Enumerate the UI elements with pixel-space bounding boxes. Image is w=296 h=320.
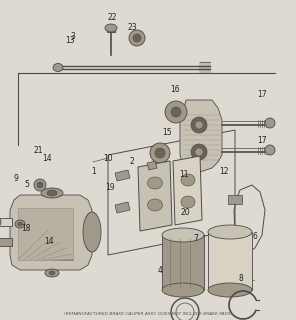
Bar — [0, 218, 12, 226]
Ellipse shape — [41, 188, 63, 198]
Ellipse shape — [83, 212, 101, 252]
Bar — [226, 228, 238, 236]
Circle shape — [195, 121, 203, 129]
Polygon shape — [115, 170, 130, 181]
Bar — [0, 238, 12, 246]
Bar — [162, 235, 204, 290]
Bar — [228, 195, 242, 204]
Text: 14: 14 — [44, 237, 54, 246]
Ellipse shape — [208, 283, 252, 297]
Text: 4: 4 — [157, 266, 162, 275]
Bar — [18, 208, 73, 260]
Text: 3: 3 — [70, 32, 75, 41]
Polygon shape — [147, 161, 157, 170]
Bar — [208, 232, 252, 290]
Text: 19: 19 — [105, 183, 114, 192]
Text: 7: 7 — [193, 234, 198, 243]
Ellipse shape — [17, 222, 22, 226]
Ellipse shape — [0, 218, 1, 226]
Circle shape — [155, 148, 165, 158]
Ellipse shape — [49, 271, 55, 275]
Polygon shape — [138, 161, 172, 231]
Circle shape — [165, 101, 187, 123]
Polygon shape — [180, 100, 222, 172]
Circle shape — [37, 182, 43, 188]
Text: 8: 8 — [239, 274, 244, 283]
Ellipse shape — [181, 174, 195, 186]
Ellipse shape — [181, 196, 195, 208]
Text: 23: 23 — [128, 23, 137, 32]
Ellipse shape — [15, 220, 25, 228]
Circle shape — [195, 148, 203, 156]
Circle shape — [191, 117, 207, 133]
Ellipse shape — [105, 24, 117, 32]
Text: 13: 13 — [66, 36, 75, 44]
Ellipse shape — [147, 199, 163, 211]
Text: 2: 2 — [129, 157, 134, 166]
Polygon shape — [107, 28, 115, 32]
Ellipse shape — [47, 190, 57, 196]
Text: 22: 22 — [108, 13, 117, 22]
Text: 11: 11 — [179, 170, 188, 179]
Text: 17: 17 — [257, 90, 267, 99]
Polygon shape — [115, 202, 130, 213]
Ellipse shape — [147, 177, 163, 189]
Circle shape — [171, 107, 181, 117]
Polygon shape — [10, 195, 92, 270]
Text: 5: 5 — [25, 180, 30, 189]
Ellipse shape — [53, 63, 63, 71]
Text: 6: 6 — [252, 232, 257, 241]
Polygon shape — [173, 156, 202, 225]
Text: 15: 15 — [163, 128, 172, 137]
Circle shape — [133, 34, 141, 42]
Text: 12: 12 — [219, 167, 228, 176]
Text: 20: 20 — [180, 208, 190, 217]
Circle shape — [150, 143, 170, 163]
Text: 18: 18 — [21, 224, 31, 233]
Text: 1: 1 — [91, 167, 96, 176]
Text: 16: 16 — [170, 85, 179, 94]
Circle shape — [34, 179, 46, 191]
Circle shape — [129, 30, 145, 46]
Ellipse shape — [208, 225, 252, 239]
Text: 10: 10 — [103, 154, 113, 163]
Text: 21: 21 — [34, 146, 43, 155]
Text: (REMANUFACTURED BRAKE CALIPER ASSY. DOES NOT INCLUDE BRAKE PADS): (REMANUFACTURED BRAKE CALIPER ASSY. DOES… — [64, 312, 232, 316]
Circle shape — [191, 144, 207, 160]
Ellipse shape — [162, 228, 204, 242]
Circle shape — [265, 118, 275, 128]
Text: 14: 14 — [43, 154, 52, 163]
Text: 17: 17 — [257, 136, 267, 145]
Circle shape — [265, 145, 275, 155]
Ellipse shape — [45, 269, 59, 277]
Ellipse shape — [162, 283, 204, 297]
Text: 9: 9 — [14, 174, 19, 183]
